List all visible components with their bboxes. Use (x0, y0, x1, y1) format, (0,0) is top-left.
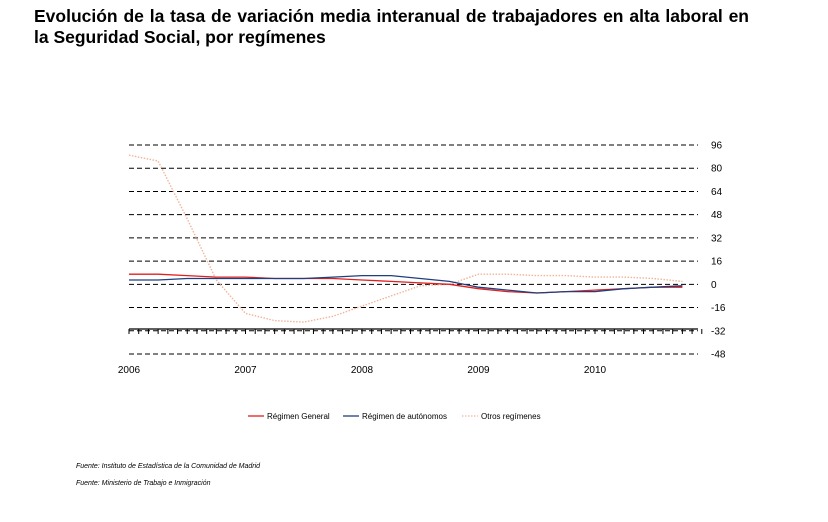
y-tick-label: 80 (711, 164, 723, 175)
x-tick-label: 2006 (118, 365, 141, 376)
legend-label: Régimen de autónomos (362, 412, 447, 421)
y-axis-labels: 96 80 64 48 32 16 0 -16 -32 -48 (711, 141, 726, 361)
source-note-1: Fuente: Instituto de Estadística de la C… (76, 463, 261, 470)
y-tick-label: -16 (711, 303, 726, 314)
gridlines (129, 144, 698, 355)
y-tick-label: 0 (711, 280, 717, 291)
legend-label: Régimen General (267, 412, 330, 421)
y-tick-label: 64 (711, 187, 723, 198)
series-line-r-gimen-de-aut-nomos (129, 274, 683, 294)
y-tick-label: 48 (711, 210, 723, 221)
legend-label: Otros regímenes (481, 412, 541, 421)
series-line-otros-reg-menes (128, 154, 683, 323)
y-tick-label: 96 (711, 141, 723, 152)
legend: Régimen General Régimen de autónomos Otros… (248, 412, 541, 421)
chart-title: Evolución de la tasa de variación media … (34, 6, 749, 47)
source-note-2: Fuente: Ministerio de Trabajo e Inmigrac… (76, 480, 211, 487)
x-tick-label: 2007 (234, 365, 257, 376)
y-tick-label: 32 (711, 233, 723, 244)
x-axis-labels: 2006 2007 2008 2009 2010 (118, 365, 607, 376)
x-tick-label: 2009 (467, 365, 490, 376)
y-tick-label: -32 (711, 326, 726, 337)
series-line-r-gimen-general (129, 273, 683, 294)
y-tick-label: 16 (711, 257, 723, 268)
x-tick-label: 2008 (351, 365, 374, 376)
x-tick-label: 2010 (584, 365, 607, 376)
series-lines (128, 154, 683, 323)
x-axis (128, 328, 703, 334)
y-tick-label: -48 (711, 350, 726, 361)
